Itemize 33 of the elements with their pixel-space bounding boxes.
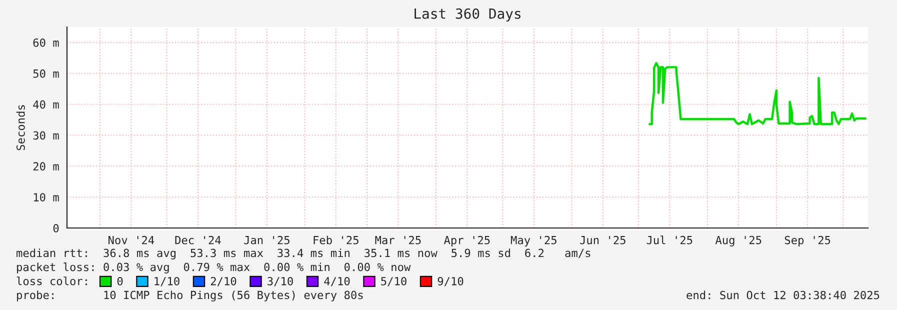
x-tick-label: Mar '25 [375, 236, 421, 244]
x-tick-label: Dec '24 [175, 236, 221, 244]
y-tick-label: 40 m [33, 100, 59, 109]
text: median rtt: 36.8 ms avg 53.3 ms max 33.4 ms min 35.1 ms now 5.9 ms sd 6.2 am/s [16, 248, 590, 260]
x-tick-label: Feb '25 [314, 236, 358, 244]
legend-label: 5/10 [381, 276, 406, 286]
x-tick-label: Jan '25 [244, 236, 290, 244]
x-tick-label: Jun '25 [580, 236, 626, 244]
text: end: Sun Oct 12 03:38:40 2025 [686, 290, 880, 300]
x-tick-label: Sep '25 [784, 236, 830, 246]
x-tick-label: Jul '25 [646, 236, 692, 244]
y-axis-title: Seconds [16, 105, 25, 150]
legend-label: 0 [117, 276, 123, 286]
legend-label: 4/10 [324, 276, 350, 286]
y-tick-label: 0 [53, 224, 59, 232]
y-tick-label: 50 m [33, 69, 59, 78]
line-series [648, 62, 867, 126]
legend-label: 2/10 [210, 276, 236, 286]
text: loss color: [16, 276, 87, 286]
y-tick-label: 30 m [33, 131, 59, 140]
legend-label: 3/10 [268, 276, 293, 286]
y-tick-label: 20 m [33, 162, 59, 171]
x-tick-label: Aug '25 [715, 236, 762, 246]
text: probe: 10 ICMP Echo Pings (56 Bytes) every 80s [17, 290, 363, 302]
text: packet loss: 0.03 % avg 0.79 % max 0.00 % min 0.00 % now [17, 262, 411, 274]
legend-label: 1/10 [154, 276, 180, 286]
x-tick-label: Apr '25 [444, 236, 490, 246]
legend-label: 9/10 [438, 276, 464, 286]
x-tick-label: May '25 [510, 236, 556, 246]
y-tick-label: 60 m [33, 38, 59, 47]
x-tick-label: Nov '24 [108, 236, 154, 244]
chart-title: Last 360 Days [414, 8, 520, 22]
y-tick-label: 10 m [34, 193, 59, 202]
